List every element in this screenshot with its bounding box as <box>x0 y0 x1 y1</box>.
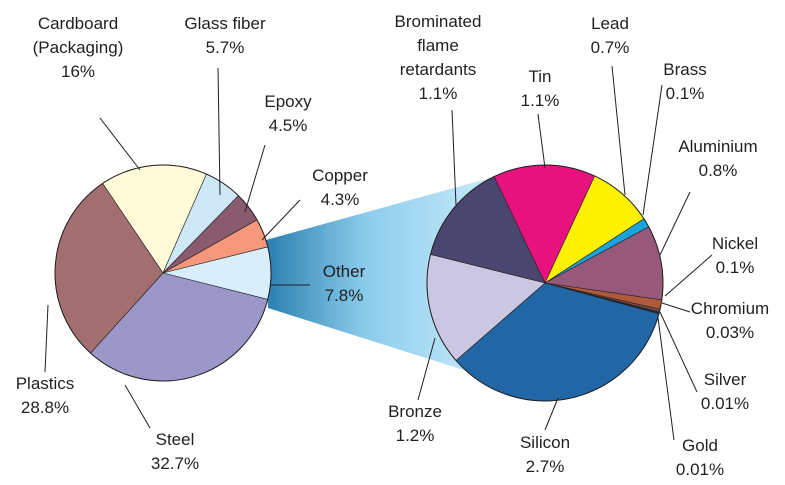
category-label: Aluminium <box>678 137 758 156</box>
leader-line <box>659 311 698 393</box>
leader-line <box>217 67 221 196</box>
leader-line <box>244 144 266 213</box>
slice-label: Other 7.8% <box>244 260 444 308</box>
category-label: Nickel <box>711 234 759 253</box>
slice-label: Chromium 0.03% <box>630 297 785 345</box>
category-label: Tin <box>528 67 552 86</box>
pie-outline <box>54 164 272 382</box>
leader-line <box>611 65 626 196</box>
category-label: Steel <box>155 430 195 449</box>
leader-line <box>661 302 691 313</box>
value-label: 0.1% <box>665 84 705 103</box>
value-label: 28.8% <box>20 398 70 417</box>
value-label: 0.8% <box>698 161 738 180</box>
leader-line <box>451 109 457 206</box>
value-label: 0.01% <box>675 460 725 479</box>
leader-line <box>544 397 559 431</box>
slice-label: Silicon 2.7% <box>445 431 645 479</box>
value-label: 0.7% <box>590 38 630 57</box>
value-label: 4.5% <box>268 116 308 135</box>
slice-label: Epoxy 4.5% <box>188 90 388 138</box>
leader-line <box>124 384 151 429</box>
slice-label: Steel 32.7% <box>75 428 275 476</box>
value-label: 1.2% <box>395 426 435 445</box>
pie-outline <box>426 164 664 402</box>
value-label: 2.7% <box>525 457 565 476</box>
category-label: Plastics <box>15 374 75 393</box>
leader-line <box>657 317 675 441</box>
leader-line <box>99 117 141 171</box>
value-label: 1.1% <box>520 91 560 110</box>
slice-label: Aluminium 0.8% <box>618 135 785 183</box>
value-label: 4.3% <box>320 190 360 209</box>
value-label: 0.1% <box>715 258 755 277</box>
leader-line <box>417 337 436 401</box>
category-label: Gold <box>682 436 718 455</box>
category-label: Chromium <box>690 299 770 318</box>
category-label: Brominated flame retardants <box>394 12 482 79</box>
category-label: Other <box>322 262 366 281</box>
category-label: Epoxy <box>264 92 312 111</box>
category-label: Copper <box>312 166 368 185</box>
slice-label: Nickel 0.1% <box>635 232 785 280</box>
slice-label: Cardboard (Packaging) 16% <box>0 12 178 84</box>
category-label: Bronze <box>388 402 442 421</box>
category-label: Brass <box>663 60 707 79</box>
category-label: Silicon <box>519 433 571 452</box>
slice-label: Tin 1.1% <box>440 65 640 113</box>
leader-line <box>261 199 301 241</box>
category-label: Silver <box>703 370 747 389</box>
slice-label: Gold 0.01% <box>600 434 785 482</box>
value-label: 16% <box>60 62 96 81</box>
value-label: 32.7% <box>150 454 200 473</box>
slice-label: Glass fiber 5.7% <box>125 12 325 60</box>
leader-line <box>664 254 713 297</box>
value-label: 1.1% <box>418 84 458 103</box>
value-label: 5.7% <box>205 38 245 57</box>
category-label: Glass fiber <box>184 14 266 33</box>
value-label: 0.03% <box>705 323 755 342</box>
slice-label: Plastics 28.8% <box>0 372 145 420</box>
category-label: Cardboard (Packaging) <box>32 14 124 57</box>
slice-label: Bronze 1.2% <box>315 400 515 448</box>
slice-label: Brass 0.1% <box>585 58 785 106</box>
value-label: 7.8% <box>324 286 364 305</box>
slice-label: Lead 0.7% <box>510 12 710 60</box>
value-label: 0.01% <box>700 394 750 413</box>
leader-line <box>642 84 663 216</box>
leader-line <box>659 191 691 256</box>
slice-label: Brominated flame retardants 1.1% <box>338 10 538 106</box>
leader-line <box>44 304 49 373</box>
leader-line <box>537 113 546 169</box>
category-label: Lead <box>591 14 629 33</box>
slice-label: Silver 0.01% <box>625 368 785 416</box>
slice-label: Copper 4.3% <box>240 164 440 212</box>
